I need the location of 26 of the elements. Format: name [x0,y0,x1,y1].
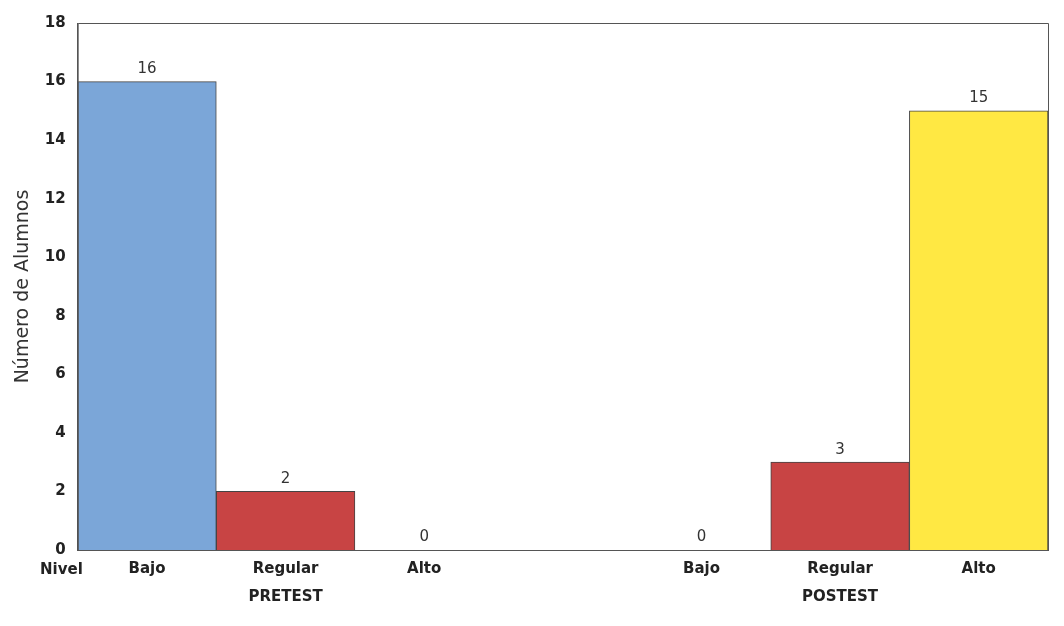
y-axis-title: Número de Alumnos [10,189,33,384]
y-tick-label: 4 [55,422,66,441]
y-tick-label: 18 [44,12,66,31]
data-label: 2 [280,468,291,487]
x-tick-label: Regular [807,558,874,577]
y-tick-label: 14 [44,130,66,148]
text: POSTEST [802,586,879,605]
x-tick-label: Alto [407,558,442,577]
data-label: 15 [969,88,989,107]
x-tick-label: Regular [252,558,320,577]
y-tick-label: 0 [55,539,66,558]
data-label: 0 [696,527,707,546]
data-label: 0 [419,527,429,546]
x-axis-title: Nivel [40,559,83,578]
y-tick-label: 2 [55,481,66,500]
y-tick-label: 6 [55,364,66,383]
y-tick-label: 8 [55,305,66,324]
y-tick-label: 12 [44,188,66,207]
x-tick-label: Bajo [128,558,166,577]
data-label: 16 [137,58,157,77]
data-label: 3 [835,439,845,458]
x-tick-label: Bajo [682,558,720,577]
y-tick-label: 10 [44,247,66,266]
y-tick-label: 16 [44,71,66,90]
text: PRETEST [248,586,324,605]
x-tick-label: Alto [961,558,996,577]
